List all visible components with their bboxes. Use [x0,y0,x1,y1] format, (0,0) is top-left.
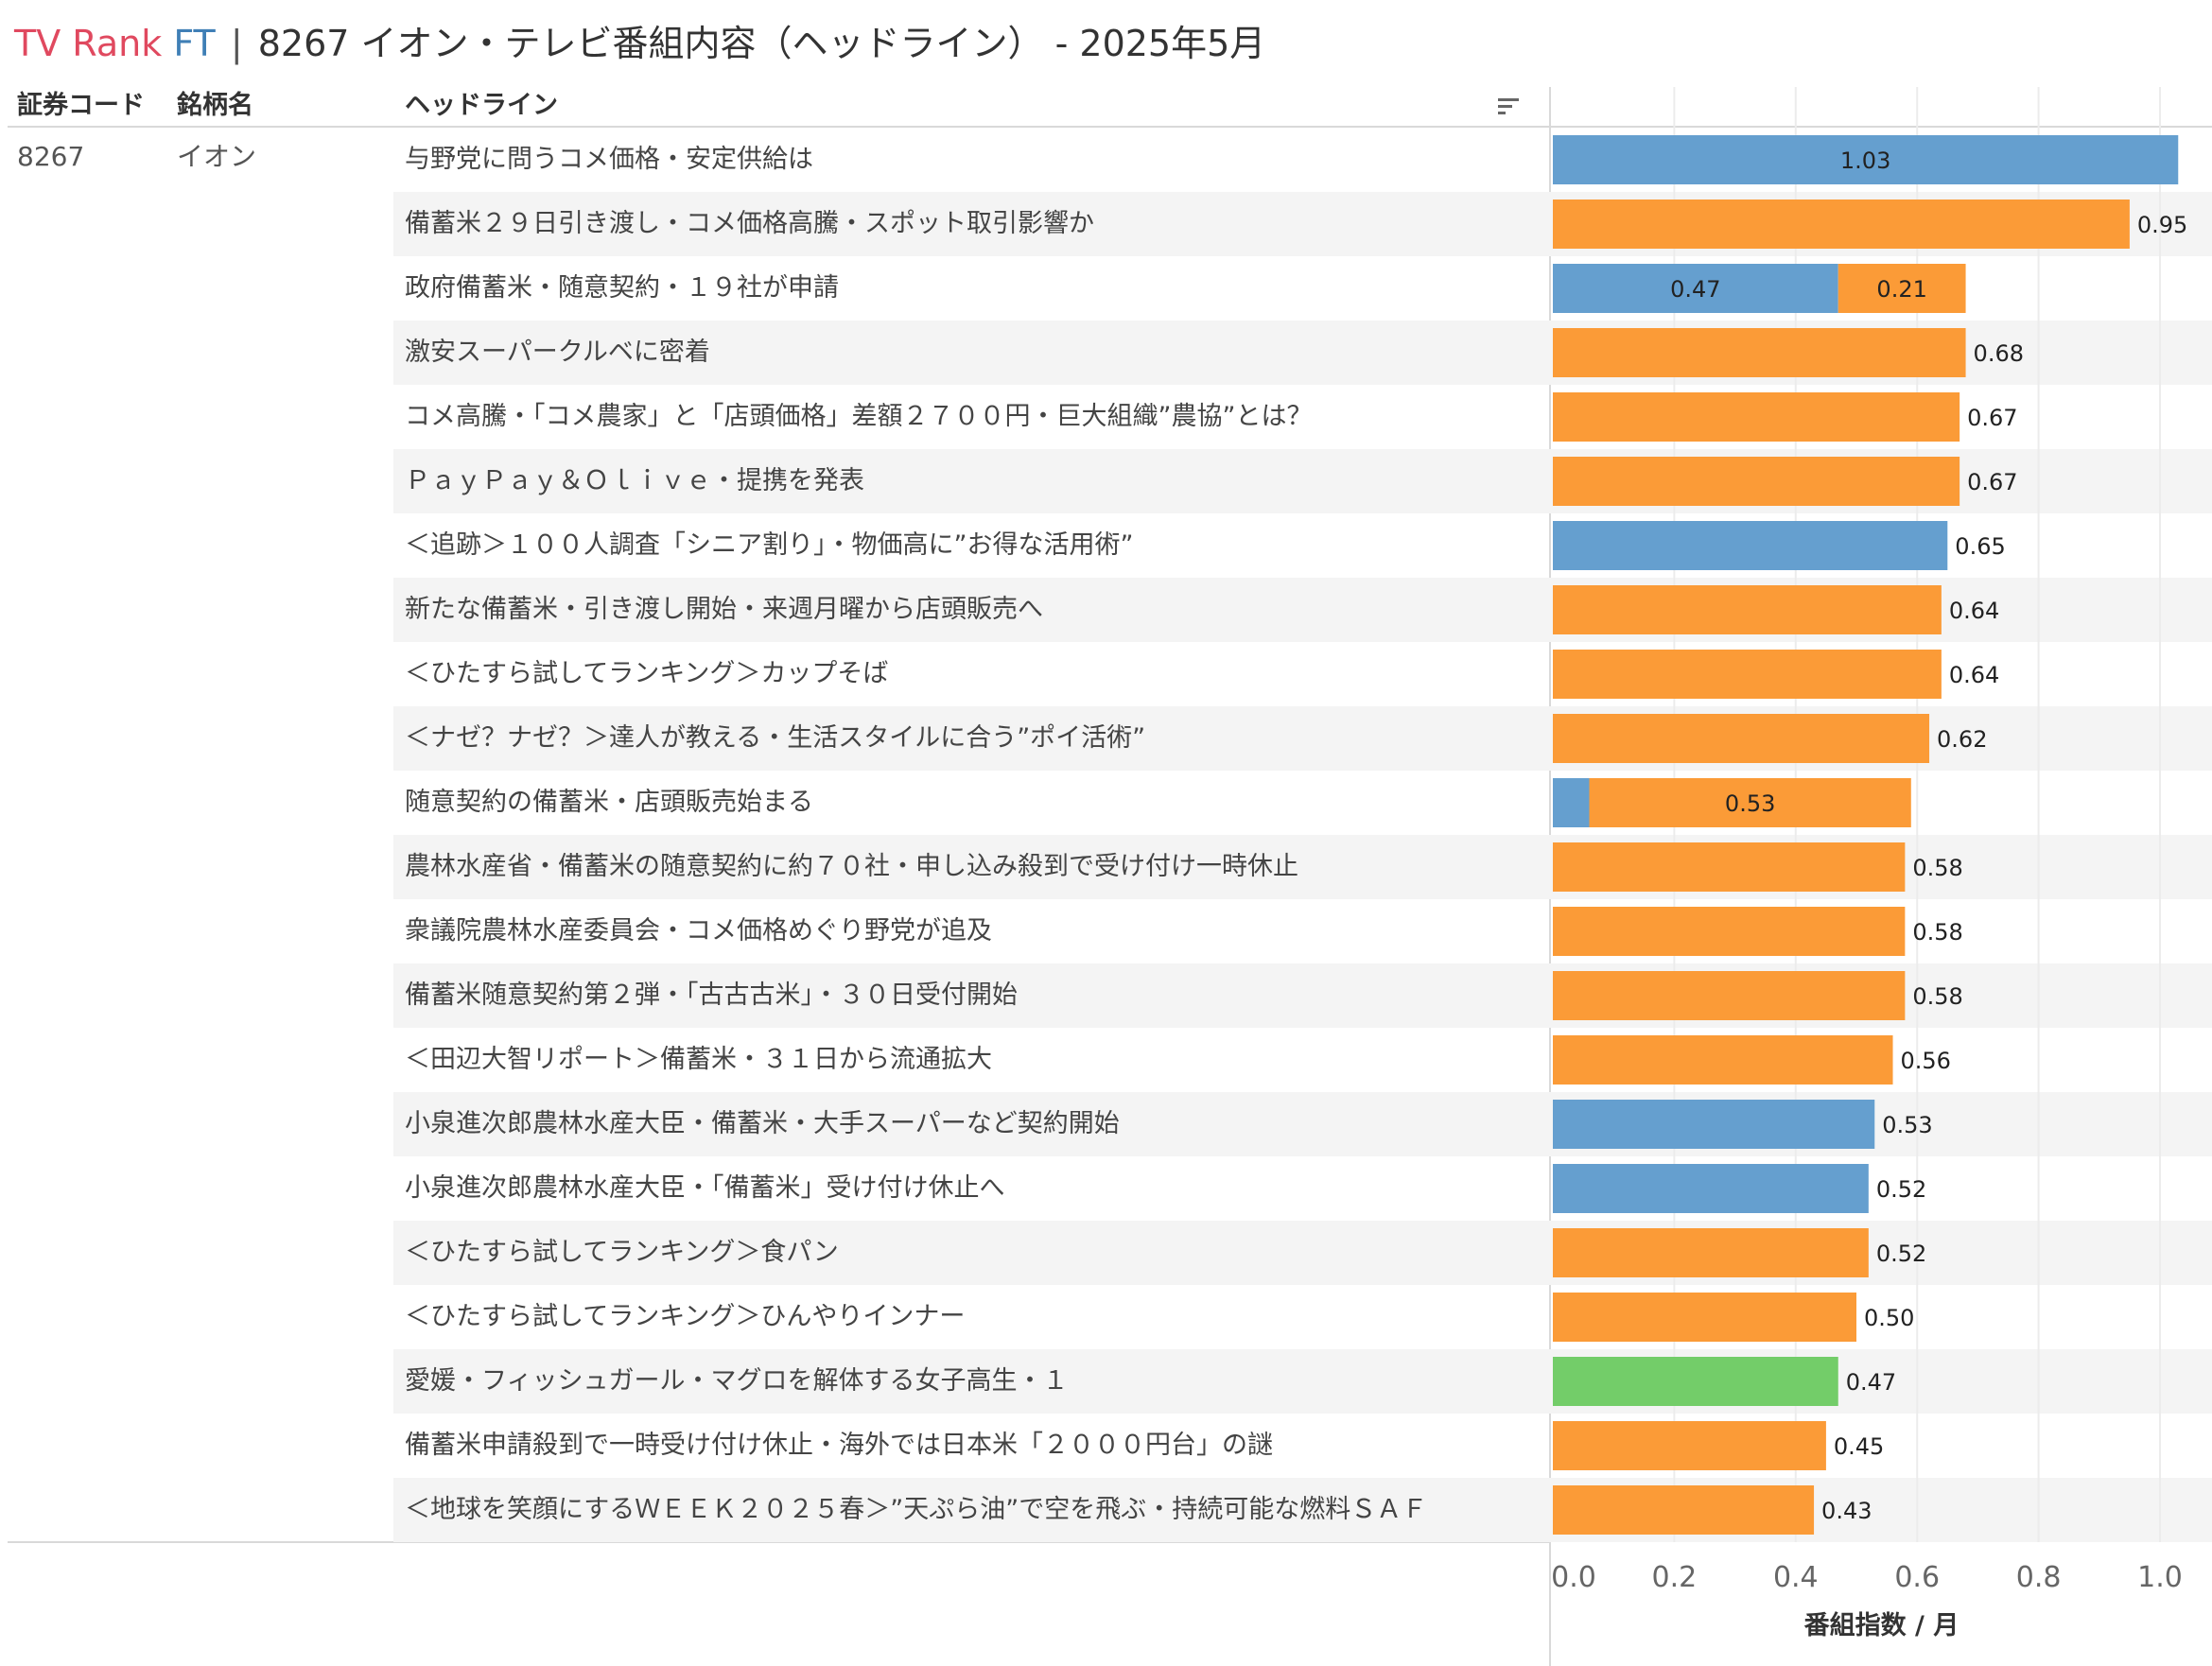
bar-segment [1553,328,1966,377]
stock-name: イオン [177,141,257,172]
bar-total-label: 0.58 [1912,855,1962,881]
sort-descending-icon[interactable] [1498,98,1519,117]
bar-segment [1553,1293,1856,1342]
x-tick-label: 0.2 [1652,1561,1698,1594]
bar-segment [1553,1164,1869,1213]
bar-data-label: 1.03 [1840,148,1890,174]
bar-segment [1553,392,1960,442]
bar-segment [1553,457,1960,506]
bar-total-label: 0.58 [1912,983,1962,1010]
bar-total-label: 0.45 [1834,1433,1884,1460]
headline-text: ＜ひたすら試してランキング＞カップそば [405,659,889,688]
bar-data-label: 0.47 [1670,276,1720,303]
title-text: 8267 イオン・テレビ番組内容（ヘッドライン） - 2025年5月 [257,23,1266,64]
headline-text: ＜ナゼ？ナゼ？＞達人が教える・生活スタイルに合う”ポイ活術” [405,723,1146,753]
bar-segment [1553,842,1906,892]
headline-text: 小泉進次郎農林水産大臣・「備蓄米」受け付け休止へ [405,1173,1005,1203]
bar-segment [1553,585,1942,634]
headline-text: 新たな備蓄米・引き渡し開始・来週月曜から店頭販売へ [405,595,1043,624]
bar-segment [1553,971,1906,1020]
x-tick-label: 1.0 [2137,1561,2183,1594]
headline-text: 与野党に問うコメ価格・安定供給は [405,145,813,174]
bar-segment [1838,264,1966,313]
headline-text: 随意契約の備蓄米・店頭販売始まる [405,788,813,817]
bar-total-label: 0.53 [1882,1112,1932,1138]
bar-segment [1553,1421,1826,1470]
headline-text: 激安スーパークルベに密着 [405,338,710,367]
headline-text: 備蓄米２９日引き渡し・コメ価格高騰・スポット取引影響か [405,209,1094,238]
column-header-code[interactable]: 証券コード [17,91,145,120]
bar-total-label: 0.56 [1901,1048,1951,1074]
bar-total-label: 0.65 [1955,533,2005,560]
table-row[interactable] [393,1221,2212,1285]
bar-segment [1553,714,1930,763]
headline-text: コメ高騰・「コメ農家」と「店頭価格」差額２７００円・巨大組織”農協”とは？ [405,402,1313,431]
x-tick-label: 0.0 [1551,1561,1596,1594]
bar-segment [1553,200,2130,249]
bar-total-label: 0.52 [1876,1176,1926,1203]
headline-text: ＜ひたすら試してランキング＞ひんやりインナー [405,1302,966,1331]
bar-segment [1553,1357,1838,1406]
table-row[interactable] [393,1092,2212,1156]
bar-segment [1553,135,2179,184]
x-tick-label: 0.8 [2016,1561,2062,1594]
bar-total-label: 0.95 [2137,212,2187,238]
x-tick-label: 0.6 [1894,1561,1940,1594]
bar-total-label: 0.47 [1846,1369,1896,1396]
brand-tv: TV Rank [14,23,163,64]
x-tick-label: 0.4 [1773,1561,1819,1594]
stock-code: 8267 [17,141,85,172]
headline-text: ＜ひたすら試してランキング＞食パン [405,1238,839,1267]
bar-data-label: 0.21 [1876,276,1926,303]
headline-text: 備蓄米申請殺到で一時受け付け休止・海外では日本米「２０００円台」の謎 [405,1431,1273,1460]
headline-text: ＜追跡＞１００人調査「シニア割り」・物価高に”お得な活用術” [405,530,1134,560]
headline-text: 愛媛・フィッシュガール・マグロを解体する女子高生・１ [405,1366,1069,1396]
bar-segment [1553,521,1948,570]
bar-total-label: 0.58 [1912,919,1962,946]
bar-segment [1553,907,1906,956]
headline-text: 政府備蓄米・随意契約・１９社が申請 [405,273,839,303]
headline-text: ＜田辺大智リポート＞備蓄米・３１日から流通拡大 [405,1045,992,1074]
headline-text: 小泉進次郎農林水産大臣・備蓄米・大手スーパーなど契約開始 [405,1109,1120,1138]
bar-segment [1553,1485,1815,1535]
bar-total-label: 0.43 [1821,1498,1872,1524]
table-row[interactable] [393,835,2212,899]
bar-total-label: 0.64 [1949,662,1999,688]
headline-text: ＜地球を笑顔にするＷＥＥＫ２０２５春＞”天ぷら油”で空を飛ぶ・持続可能な燃料ＳＡ… [405,1495,1428,1524]
bar-segment [1553,650,1942,699]
bar-segment [1553,1100,1875,1149]
bar-total-label: 0.62 [1937,726,1987,753]
bar-total-label: 0.64 [1949,598,1999,624]
bar-segment [1553,1228,1869,1277]
page-title: TV Rank FT | 8267 イオン・テレビ番組内容（ヘッドライン） - … [14,15,1265,72]
title-separator: | [230,23,243,64]
brand-ft: FT [173,23,216,64]
bar-total-label: 0.67 [1967,405,2017,431]
headline-text: ＰａｙＰａｙ＆Ｏｌｉｖｅ・提携を発表 [405,466,864,495]
headline-text: 農林水産省・備蓄米の随意契約に約７０社・申し込み殺到で受け付け一時休止 [405,852,1298,881]
bar-segment [1589,778,1911,827]
bar-total-label: 0.68 [1974,340,2024,367]
column-header-name[interactable]: 銘柄名 [177,91,253,120]
headline-text: 衆議院農林水産委員会・コメ価格めぐり野党が追及 [405,916,992,946]
table-row[interactable] [393,1349,2212,1414]
bar-total-label: 0.50 [1864,1305,1914,1331]
table-row[interactable] [393,1478,2212,1542]
bar-data-label: 0.53 [1725,790,1775,817]
bar-segment [1553,1035,1893,1085]
bar-total-label: 0.52 [1876,1241,1926,1267]
bar-total-label: 0.67 [1967,469,2017,495]
x-axis-title: 番組指数 / 月 [1803,1611,1959,1640]
table-bottom-divider [8,1541,1551,1543]
table-row[interactable] [393,963,2212,1028]
bar-segment [1553,778,1590,827]
headline-text: 備蓄米随意契約第２弾・「古古古米」・３０日受付開始 [405,981,1018,1010]
header-divider [8,126,2212,128]
column-header-headline[interactable]: ヘッドライン [405,91,558,120]
bar-segment [1553,264,1838,313]
